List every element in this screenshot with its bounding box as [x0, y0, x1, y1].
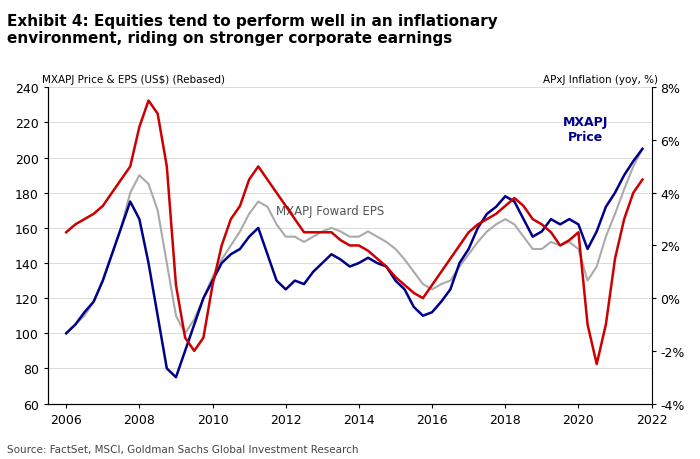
Text: APxJ Inflation (yoy, %): APxJ Inflation (yoy, %): [542, 75, 657, 85]
Text: Source: FactSet, MSCI, Goldman Sachs Global Investment Research: Source: FactSet, MSCI, Goldman Sachs Glo…: [7, 444, 358, 454]
Text: MXAPJ Price & EPS (US$) (Rebased): MXAPJ Price & EPS (US$) (Rebased): [42, 75, 225, 85]
Text: MXAPJ
Price: MXAPJ Price: [563, 116, 608, 144]
Text: MXAPJ Foward EPS: MXAPJ Foward EPS: [276, 204, 384, 218]
Text: APxJ Inflation
(Avg PPI, CPI)
[RHS]: APxJ Inflation (Avg PPI, CPI) [RHS]: [0, 458, 1, 459]
Text: Exhibit 4: Equities tend to perform well in an inflationary
environment, riding : Exhibit 4: Equities tend to perform well…: [7, 14, 498, 46]
